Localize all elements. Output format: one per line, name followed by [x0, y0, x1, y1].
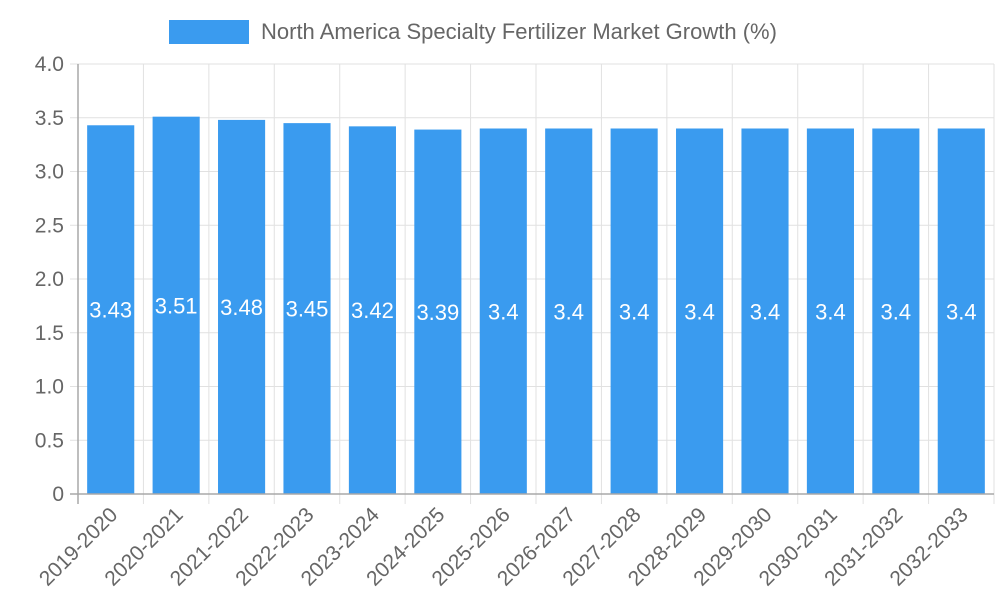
- bar-value-label: 3.4: [684, 299, 715, 324]
- bar[interactable]: [152, 116, 200, 495]
- y-tick-label: 1.5: [35, 322, 64, 345]
- bars: [87, 116, 985, 495]
- bar[interactable]: [872, 128, 920, 495]
- bar[interactable]: [348, 126, 396, 494]
- y-tick-label: 3.0: [35, 161, 64, 184]
- bar-value-label: 3.51: [155, 293, 198, 318]
- y-tick-label: 2.5: [35, 214, 64, 237]
- bar-value-label: 3.4: [488, 299, 519, 324]
- bar[interactable]: [806, 128, 854, 495]
- bar[interactable]: [741, 128, 789, 495]
- bar-value-label: 3.4: [815, 299, 846, 324]
- bar-value-label: 3.4: [619, 299, 650, 324]
- y-tick-label: 1.0: [35, 376, 64, 399]
- legend-label: North America Specialty Fertilizer Marke…: [261, 19, 777, 44]
- bar-value-label: 3.4: [946, 299, 977, 324]
- bar[interactable]: [610, 128, 658, 495]
- grid-lines: [70, 63, 995, 504]
- bar-value-label: 3.43: [89, 298, 132, 323]
- bar[interactable]: [218, 119, 266, 495]
- bar-value-label: 3.4: [750, 299, 781, 324]
- bar-value-label: 3.4: [881, 299, 912, 324]
- bar-value-label: 3.48: [220, 295, 263, 320]
- bar-value-label: 3.39: [416, 300, 459, 325]
- y-tick-label: 0: [52, 483, 64, 506]
- bar[interactable]: [479, 128, 527, 495]
- chart-legend[interactable]: North America Specialty Fertilizer Marke…: [169, 19, 777, 44]
- bar-value-label: 3.45: [286, 297, 329, 322]
- x-axis-ticks: 2019-20202020-20212021-20222022-20232023…: [35, 503, 973, 591]
- bar[interactable]: [676, 128, 724, 495]
- bar-value-label: 3.4: [553, 299, 584, 324]
- y-tick-label: 3.5: [35, 107, 64, 130]
- y-axis-ticks: 0 0.5 1.0 1.5 2.0 2.5 3.0 3.5 4.0: [35, 53, 64, 506]
- legend-swatch: [169, 20, 249, 44]
- bar[interactable]: [545, 128, 593, 495]
- bar[interactable]: [937, 128, 985, 495]
- bar[interactable]: [87, 125, 135, 495]
- y-tick-label: 0.5: [35, 429, 64, 452]
- bar[interactable]: [414, 129, 462, 494]
- axes: [70, 64, 994, 504]
- bar[interactable]: [283, 123, 331, 494]
- y-tick-label: 2.0: [35, 268, 64, 291]
- bar-value-label: 3.42: [351, 298, 394, 323]
- y-tick-label: 4.0: [35, 53, 64, 76]
- bar-value-labels: 3.43 3.51 3.48 3.45 3.42 3.39 3.4 3.4 3.4 3.4 3.4 3…: [89, 293, 976, 324]
